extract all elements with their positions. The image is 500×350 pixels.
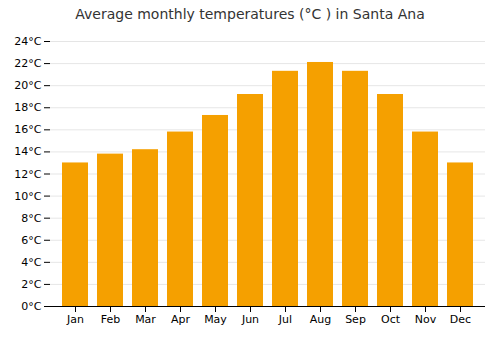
svg-text:Oct: Oct bbox=[381, 313, 401, 326]
svg-text:4°C: 4°C bbox=[21, 256, 41, 269]
svg-text:Mar: Mar bbox=[135, 313, 156, 326]
svg-text:10°C: 10°C bbox=[14, 190, 41, 203]
svg-text:0°C: 0°C bbox=[21, 300, 41, 313]
svg-text:16°C: 16°C bbox=[14, 123, 41, 136]
svg-text:14°C: 14°C bbox=[14, 145, 41, 158]
svg-text:Aug: Aug bbox=[310, 313, 331, 326]
svg-text:Jan: Jan bbox=[66, 313, 84, 326]
svg-text:Sep: Sep bbox=[345, 313, 366, 326]
svg-text:Jul: Jul bbox=[278, 313, 292, 326]
svg-text:18°C: 18°C bbox=[14, 101, 41, 114]
svg-text:May: May bbox=[204, 313, 227, 326]
svg-text:24°C: 24°C bbox=[14, 35, 41, 48]
svg-text:Feb: Feb bbox=[101, 313, 120, 326]
svg-text:Nov: Nov bbox=[415, 313, 437, 326]
svg-text:20°C: 20°C bbox=[14, 79, 41, 92]
svg-text:6°C: 6°C bbox=[21, 234, 41, 247]
html-text:Average monthly temperatures (: Average monthly temperatures (°C ) in Sa… bbox=[75, 6, 425, 22]
svg-text:12°C: 12°C bbox=[14, 168, 41, 181]
svg-text:Dec: Dec bbox=[450, 313, 471, 326]
svg-text:2°C: 2°C bbox=[21, 278, 41, 291]
svg-text:Apr: Apr bbox=[171, 313, 191, 326]
svg-text:8°C: 8°C bbox=[21, 212, 41, 225]
svg-text:Jun: Jun bbox=[241, 313, 259, 326]
svg-text:22°C: 22°C bbox=[14, 57, 41, 70]
